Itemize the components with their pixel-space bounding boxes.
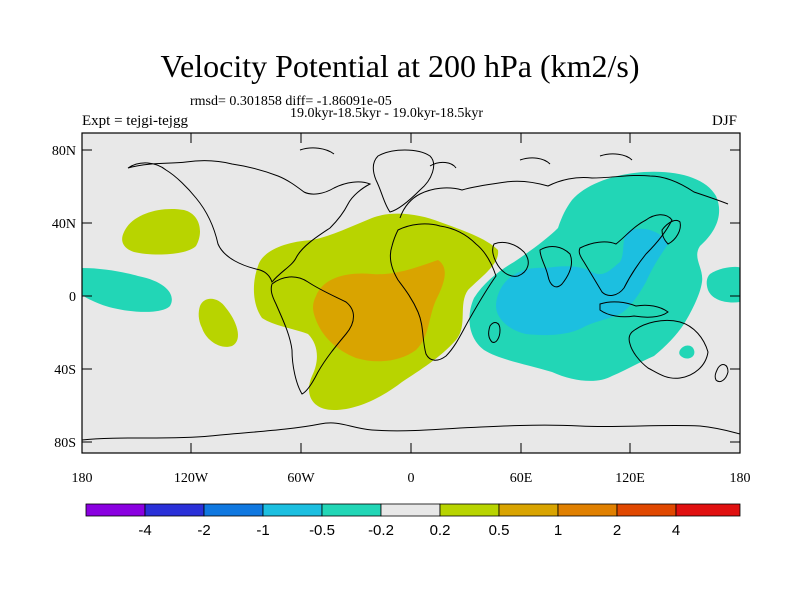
colorbar-segment	[675, 503, 741, 517]
coast-southeast-asia	[578, 214, 673, 296]
lat-label-40n: 40N	[52, 217, 76, 232]
season-label: DJF	[712, 113, 738, 129]
contour-fields	[82, 171, 740, 410]
coast-greenland	[372, 149, 435, 213]
colorbar-label: -1	[256, 522, 269, 539]
lon-label-180w: 180	[72, 471, 93, 486]
negative-region-tasman	[679, 345, 695, 359]
colorbar-label: -4	[138, 522, 151, 539]
negative-region-east-pacific	[82, 268, 172, 312]
coast-africa	[389, 223, 497, 361]
colorbar-segment	[203, 503, 264, 517]
coast-indonesia	[599, 301, 669, 318]
plot-title: Velocity Potential at 200 hPa (km2/s)	[160, 48, 640, 84]
positive-core-atlantic	[313, 260, 445, 362]
coast-arabia	[492, 241, 529, 277]
coast-new-zealand	[714, 364, 729, 383]
negative-region-dateline	[706, 266, 740, 303]
colorbar-segment	[144, 503, 205, 517]
coast-antarctica	[82, 422, 740, 441]
colorbar: -4 -2 -1 -0.5 -0.2 0.2 0.5 1 2 4	[85, 503, 741, 539]
colorbar-label: -2	[197, 522, 210, 539]
colorbar-segment	[321, 503, 382, 517]
period-line: 19.0kyr-18.5kyr - 19.0kyr-18.5kyr	[290, 106, 484, 121]
stats-line: rmsd= 0.301858 diff= -1.86091e-05	[190, 94, 392, 109]
colorbar-segment	[85, 503, 146, 517]
coast-japan	[661, 219, 681, 245]
colorbar-segment	[380, 503, 441, 517]
colorbar-label: 0.5	[489, 522, 510, 539]
coast-north-america	[127, 160, 372, 284]
lon-label-60e: 60E	[510, 471, 533, 486]
longitude-labels: 180 120W 60W 0 60E 120E 180	[72, 471, 751, 486]
lon-label-0: 0	[408, 471, 415, 486]
latitude-labels: 80N 40N 0 40S 80S	[52, 144, 76, 451]
colorbar-segment	[262, 503, 323, 517]
lon-label-60w: 60W	[287, 471, 315, 486]
negative-core-indian-ocean	[496, 228, 668, 336]
colorbar-segment	[616, 503, 677, 517]
colorbar-segment	[498, 503, 559, 517]
coast-madagascar	[488, 322, 501, 343]
coast-europe	[399, 174, 729, 219]
colorbar-segment	[439, 503, 500, 517]
colorbar-label: -0.5	[309, 522, 335, 539]
coast-arctic-islands	[299, 147, 633, 169]
lat-label-40s: 40S	[54, 363, 76, 378]
colorbar-segment	[557, 503, 618, 517]
lat-label-80n: 80N	[52, 144, 76, 159]
positive-region-south-pacific	[198, 298, 239, 347]
colorbar-label: 2	[613, 522, 621, 539]
coast-australia	[628, 319, 709, 379]
experiment-label: Expt = tejgi-tejgg	[82, 113, 188, 129]
lon-label-120w: 120W	[174, 471, 209, 486]
lon-label-120e: 120E	[615, 471, 645, 486]
positive-region-north-pacific	[122, 208, 200, 255]
colorbar-label: 4	[672, 522, 680, 539]
lat-label-80s: 80S	[54, 436, 76, 451]
colorbar-label: -0.2	[368, 522, 394, 539]
colorbar-label: 1	[554, 522, 562, 539]
colorbar-label: 0.2	[430, 522, 451, 539]
coast-india	[539, 246, 573, 288]
coast-south-america	[270, 276, 354, 395]
axis-ticks	[82, 133, 740, 453]
coastlines	[82, 147, 740, 441]
lat-label-0: 0	[69, 290, 76, 305]
lon-label-180e: 180	[730, 471, 751, 486]
